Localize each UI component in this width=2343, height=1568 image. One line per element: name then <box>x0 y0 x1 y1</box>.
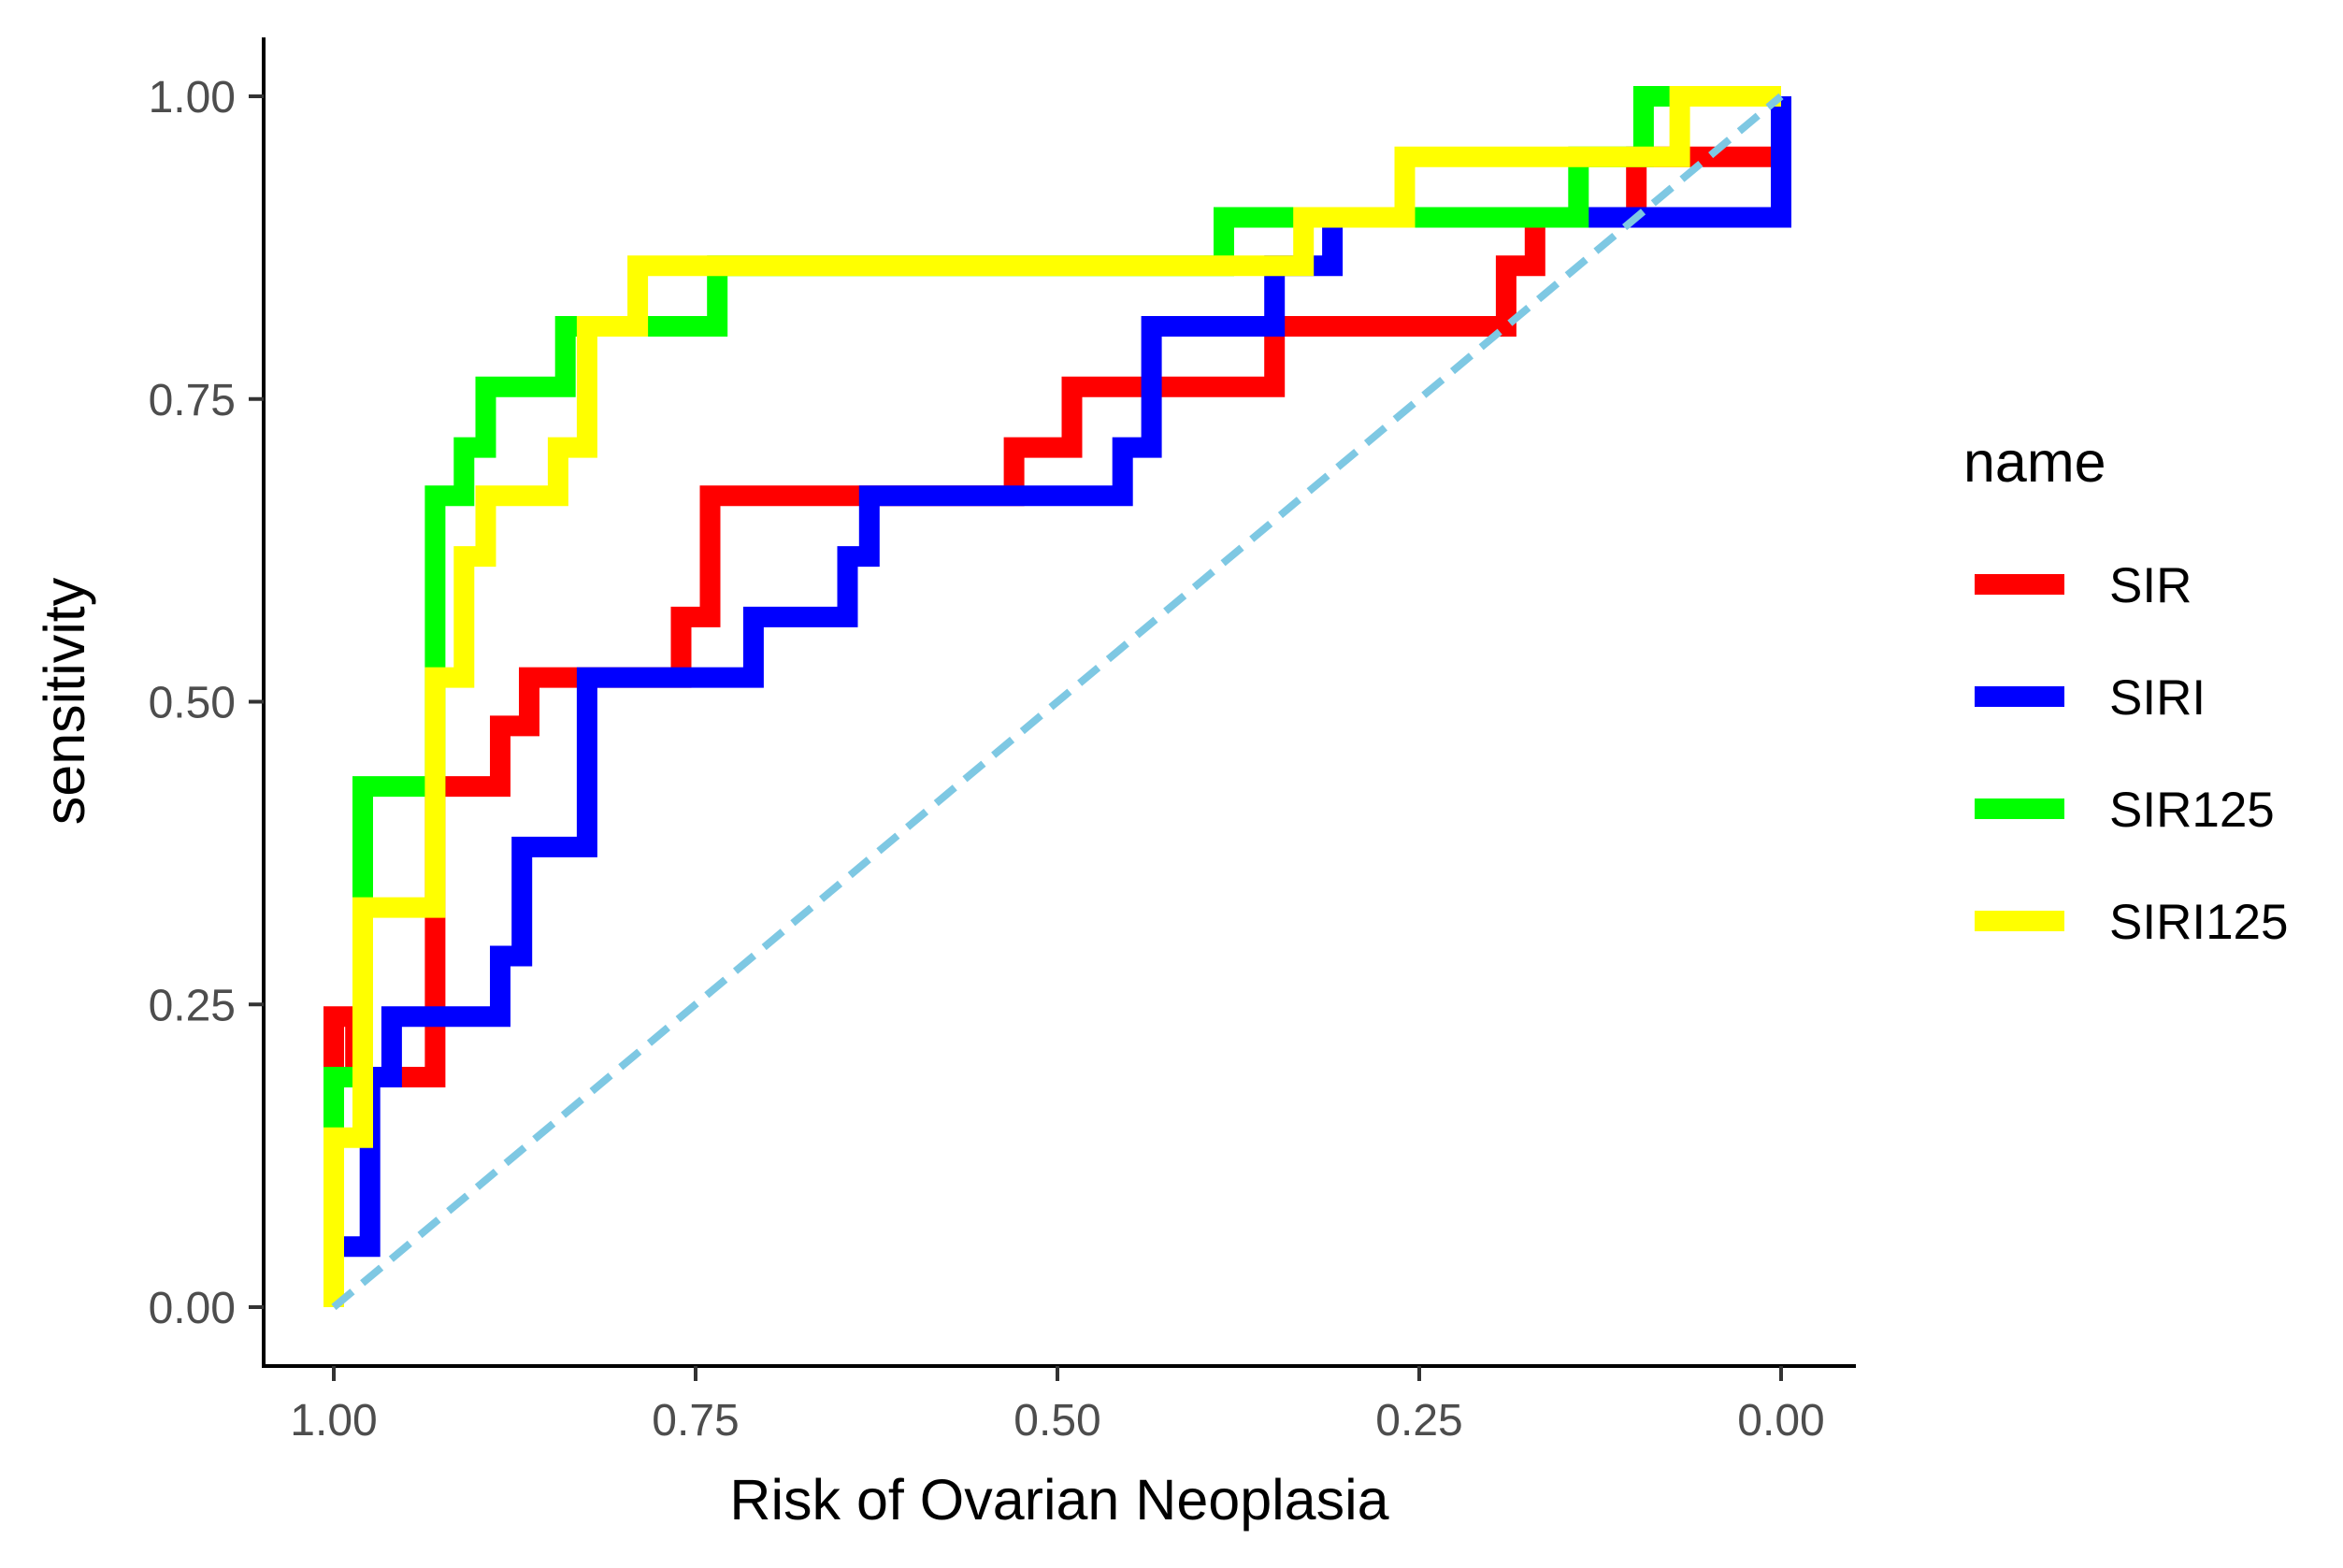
tick-layer: 1.00 0.75 0.50 0.25 0.00 0.00 0.25 0.50 0.75 1.00 <box>149 73 1825 1446</box>
y-tick-label: 0.00 <box>149 1284 236 1333</box>
y-tick-label: 0.50 <box>149 679 236 728</box>
legend-label-siri125: SIRI125 <box>2109 895 2289 950</box>
x-tick-label: 0.00 <box>1737 1396 1824 1446</box>
x-tick-label: 0.25 <box>1375 1396 1462 1446</box>
reference-diagonal-line <box>331 93 1784 1311</box>
x-tick-label: 1.00 <box>290 1396 377 1446</box>
series-layer <box>323 86 1791 1307</box>
reference-layer <box>331 93 1784 1311</box>
x-tick-label: 0.50 <box>1013 1396 1100 1446</box>
legend-label-sir125: SIR125 <box>2109 783 2275 838</box>
y-axis-title: sensitivity <box>33 577 96 825</box>
legend-label-sir: SIR <box>2109 558 2192 613</box>
legend: name SIR SIRI SIR125 SIRI125 <box>1963 430 2289 950</box>
legend-title: name <box>1963 430 2106 494</box>
series-line-sir125 <box>323 86 1781 1307</box>
y-tick-label: 1.00 <box>149 73 236 122</box>
x-tick-label: 0.75 <box>652 1396 739 1446</box>
series-line-siri125 <box>323 86 1781 1307</box>
y-tick-label: 0.75 <box>149 376 236 425</box>
series-line-siri <box>323 96 1791 1307</box>
legend-entries: SIR SIRI SIR125 SIRI125 <box>1975 558 2289 950</box>
x-axis-title: Risk of Ovarian Neoplasia <box>729 1468 1388 1532</box>
legend-label-siri: SIRI <box>2109 670 2206 726</box>
y-tick-label: 0.25 <box>149 981 236 1030</box>
